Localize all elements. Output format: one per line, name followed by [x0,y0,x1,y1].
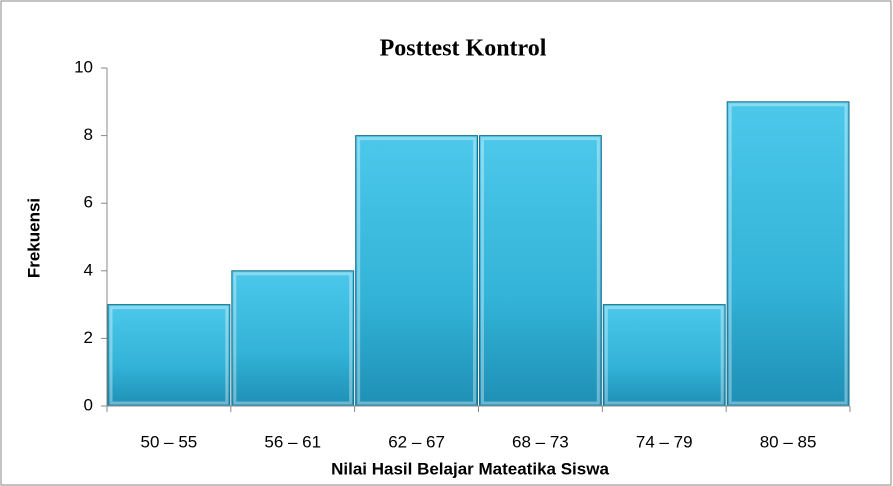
x-tick-label: 80 – 85 [760,432,817,451]
bar [231,270,355,407]
bar-bevel [481,137,600,405]
bar [479,135,602,407]
x-tick-label: 50 – 55 [141,432,198,451]
bar-bevel [109,306,229,405]
bar-bevel [728,103,848,405]
bar-bevel [604,306,724,405]
y-tick-label: 10 [74,57,93,76]
chart-title: Posttest Kontrol [380,36,547,62]
y-tick-label: 0 [84,395,93,414]
x-tick-label: 62 – 67 [388,432,445,451]
bar-bevel [357,137,476,405]
y-axis-title: Frekuensi [24,198,43,278]
x-tick-label: 74 – 79 [636,432,693,451]
y-tick-label: 4 [84,260,93,279]
y-tick-label: 2 [84,328,93,347]
y-tick-label: 8 [84,125,93,144]
x-tick-label: 56 – 61 [264,432,321,451]
bar-bevel [233,272,353,405]
y-tick-label: 6 [84,193,93,212]
x-tick-label: 68 – 73 [512,432,569,451]
bar [726,101,850,407]
x-axis-title: Nilai Hasil Belajar Mateatika Siswa [331,459,609,478]
bar [107,304,231,407]
bar [355,135,478,407]
bar [602,304,726,407]
